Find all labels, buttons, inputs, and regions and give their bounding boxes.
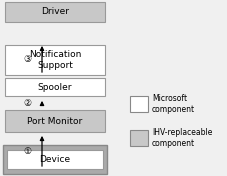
Bar: [3, 145, 107, 174]
Text: Port Monitor: Port Monitor: [27, 117, 83, 125]
Bar: [130, 96, 148, 112]
Text: Driver: Driver: [41, 8, 69, 17]
Bar: [130, 130, 148, 146]
Text: Microsoft
component: Microsoft component: [152, 94, 195, 114]
Text: ③: ③: [23, 55, 31, 64]
Text: Device: Device: [39, 155, 71, 164]
Text: Spooler: Spooler: [38, 83, 72, 92]
Bar: [5, 45, 105, 75]
Text: Notification
Support: Notification Support: [29, 50, 81, 70]
Bar: [5, 110, 105, 132]
Text: ②: ②: [23, 99, 31, 108]
Bar: [7, 150, 103, 169]
Text: IHV-replaceable
component: IHV-replaceable component: [152, 128, 212, 148]
Text: ①: ①: [23, 146, 31, 156]
Bar: [5, 78, 105, 96]
Bar: [5, 2, 105, 22]
